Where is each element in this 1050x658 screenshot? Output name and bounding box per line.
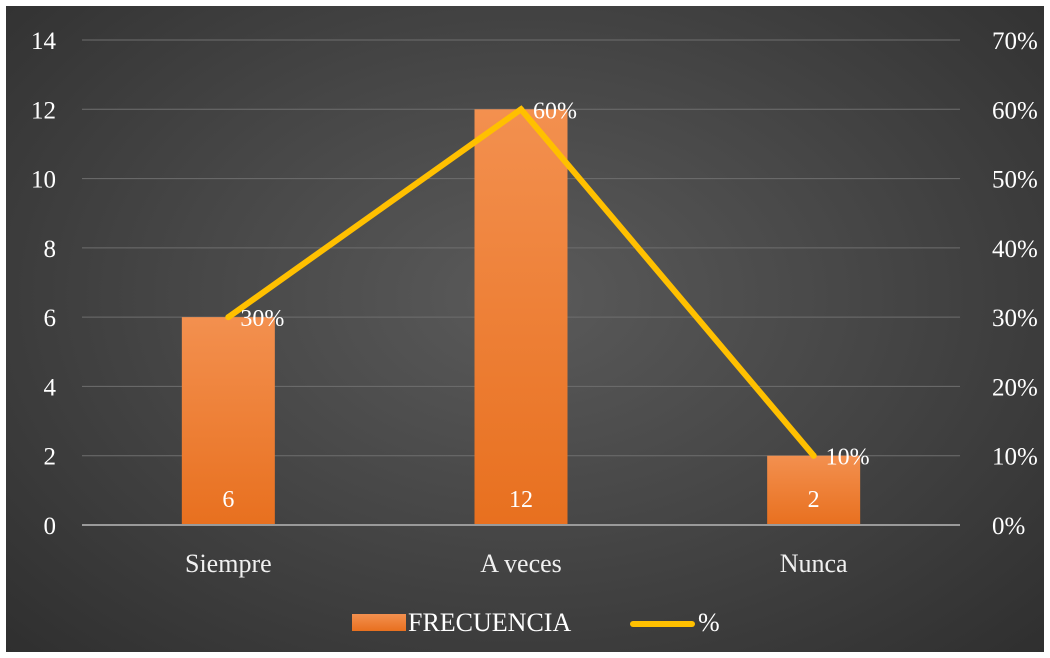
combo-chart: 0 2 4 6 8 10 12 14 0% 10% 20% 30% 40% 50% 60% 70% 6 12 2… [31,28,1038,637]
right-tick-label: 10% [992,444,1038,471]
category-label: Nunca [780,549,848,578]
category-labels: Siempre A veces Nunca [185,549,848,578]
right-axis-ticks: 0% 10% 20% 30% 40% 50% 60% 70% [992,28,1038,540]
chart-area: 0 2 4 6 8 10 12 14 0% 10% 20% 30% 40% 50% 60% 70% 6 12 2… [6,6,1044,652]
right-tick-label: 40% [992,236,1038,263]
legend-swatch-bar [352,614,406,631]
left-tick-label: 12 [31,97,56,124]
left-tick-label: 2 [44,444,57,471]
left-tick-label: 14 [31,28,57,55]
left-axis-ticks: 0 2 4 6 8 10 12 14 [31,28,57,540]
category-label: A veces [480,549,562,578]
bar-data-label: 6 [222,487,234,513]
legend: FRECUENCIA % [352,608,720,637]
left-tick-label: 4 [44,374,57,401]
left-tick-label: 10 [31,167,56,194]
right-tick-label: 70% [992,28,1038,55]
line-series: 30% 60% 10% [225,98,870,471]
left-tick-label: 8 [44,236,57,263]
right-tick-label: 60% [992,97,1038,124]
legend-label-line: % [698,608,720,637]
bar [181,317,275,525]
right-tick-label: 30% [992,305,1038,332]
legend-label-bar: FRECUENCIA [408,608,571,637]
category-label: Siempre [185,549,272,578]
line-point [518,106,524,113]
line-point [810,452,817,459]
bar-series: 6 12 2 [181,109,861,526]
bar [474,109,568,526]
line-data-label: 10% [826,445,870,471]
right-tick-label: 50% [992,167,1038,194]
line-data-label: 60% [533,98,577,124]
line-data-label: 30% [240,306,284,332]
bar-data-label: 12 [509,487,533,513]
left-tick-label: 6 [44,305,57,332]
right-tick-label: 20% [992,374,1038,401]
left-tick-label: 0 [44,513,57,540]
right-tick-label: 0% [992,513,1025,540]
line-point [225,314,232,321]
bar-data-label: 2 [808,487,820,513]
bar [767,455,861,525]
